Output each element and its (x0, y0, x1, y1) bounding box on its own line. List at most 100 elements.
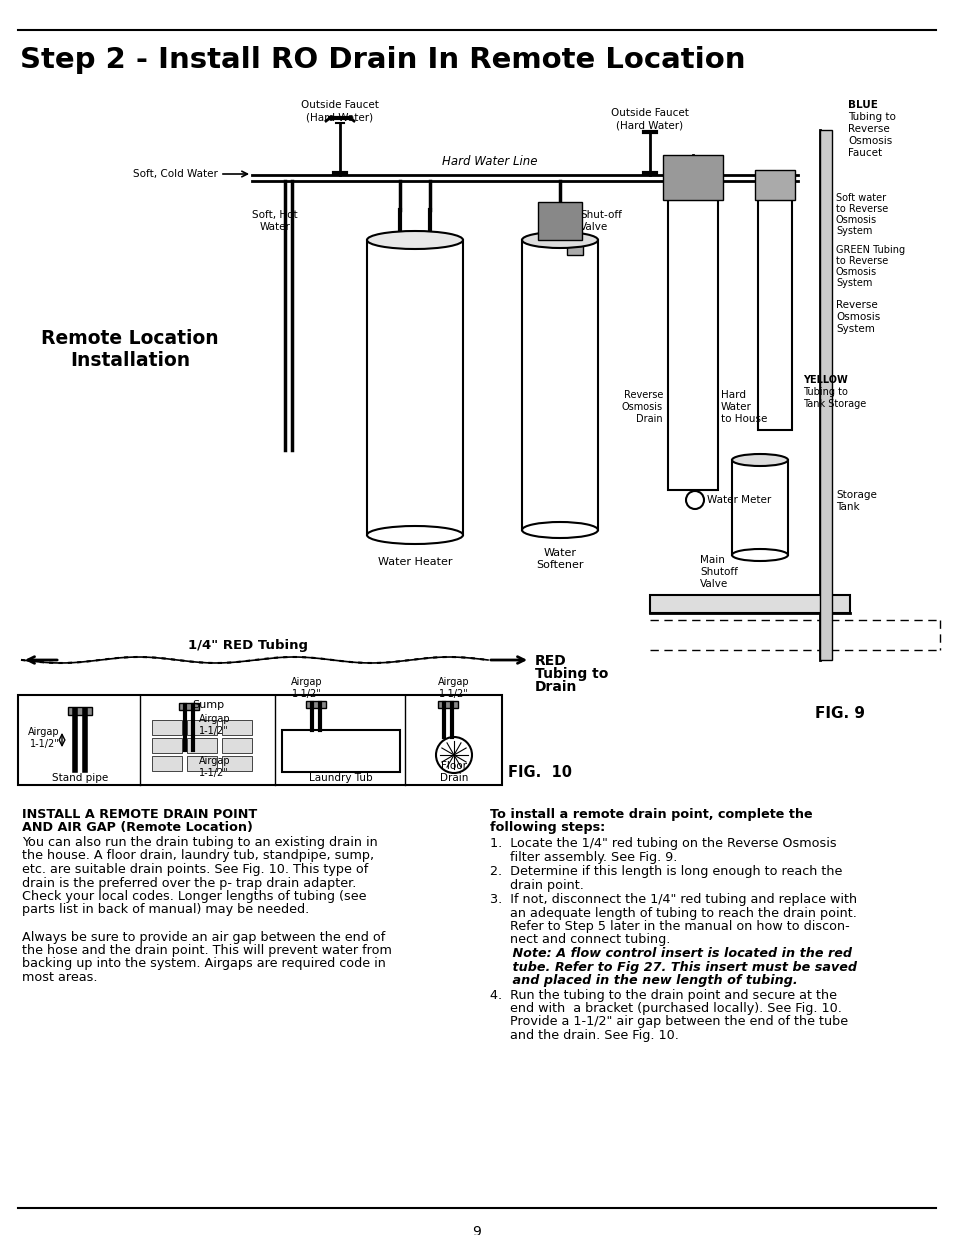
Text: Outside Faucet: Outside Faucet (301, 100, 378, 110)
Text: drain is the preferred over the p- trap drain adapter.: drain is the preferred over the p- trap … (22, 877, 356, 889)
Text: end with  a bracket (purchased locally). See Fig. 10.: end with a bracket (purchased locally). … (490, 1002, 841, 1015)
Bar (187, 720, 216, 735)
Text: an adequate length of tubing to reach the drain point.: an adequate length of tubing to reach th… (490, 906, 856, 920)
Text: Drain: Drain (535, 680, 577, 694)
Text: the house. A floor drain, laundry tub, standpipe, sump,: the house. A floor drain, laundry tub, s… (22, 850, 374, 862)
Text: Tubing to: Tubing to (535, 667, 608, 680)
Text: Faucet: Faucet (847, 148, 882, 158)
Bar (754, 170, 794, 200)
Text: Sump: Sump (192, 700, 224, 710)
Text: Osmosis: Osmosis (835, 312, 880, 322)
Text: following steps:: following steps: (490, 821, 604, 835)
Ellipse shape (367, 231, 462, 249)
Text: 9: 9 (472, 1225, 481, 1235)
Bar (820, 130, 831, 659)
Text: FIG.  10: FIG. 10 (507, 764, 572, 781)
Text: Airgap
1-1/2": Airgap 1-1/2" (199, 756, 231, 778)
Text: to Reverse: to Reverse (835, 256, 887, 266)
Text: Airgap
1-1/2": Airgap 1-1/2" (437, 678, 469, 699)
Text: RED: RED (535, 655, 566, 668)
Text: Remote Location
Installation: Remote Location Installation (41, 330, 218, 370)
Bar (662, 156, 722, 200)
Text: Tubing to: Tubing to (802, 387, 847, 396)
Text: Softener: Softener (536, 559, 583, 571)
Bar (731, 459, 787, 555)
Text: 2.  Determine if this length is long enough to reach the: 2. Determine if this length is long enou… (490, 864, 841, 878)
Text: Drain: Drain (636, 414, 662, 424)
Text: 4.  Run the tubing to the drain point and secure at the: 4. Run the tubing to the drain point and… (490, 988, 836, 1002)
Ellipse shape (521, 232, 598, 248)
Text: Reverse: Reverse (835, 300, 877, 310)
Text: Airgap
1-1/2": Airgap 1-1/2" (291, 678, 322, 699)
Text: Osmosis: Osmosis (847, 136, 891, 146)
Text: System: System (835, 324, 874, 333)
Text: backing up into the system. Airgaps are required code in: backing up into the system. Airgaps are … (22, 957, 385, 971)
Bar (18, 695, 501, 785)
Ellipse shape (367, 526, 462, 543)
Text: most areas.: most areas. (22, 971, 97, 984)
Ellipse shape (731, 454, 787, 466)
Text: Reverse: Reverse (847, 124, 889, 135)
Text: Hard: Hard (720, 390, 745, 400)
Ellipse shape (731, 550, 787, 561)
Bar (222, 739, 252, 753)
Text: Tank: Tank (835, 501, 859, 513)
Bar (68, 706, 91, 715)
Text: Airgap
1-1/2": Airgap 1-1/2" (29, 727, 60, 748)
Bar (437, 701, 457, 708)
Text: 1.  Locate the 1/4" red tubing on the Reverse Osmosis: 1. Locate the 1/4" red tubing on the Rev… (490, 837, 836, 850)
Bar (367, 240, 462, 535)
Bar (152, 720, 182, 735)
Bar (306, 701, 326, 708)
Text: and placed in the new length of tubing.: and placed in the new length of tubing. (490, 974, 797, 987)
Text: Water Meter: Water Meter (706, 495, 770, 505)
Text: Water: Water (720, 403, 751, 412)
Text: Hard Water Line: Hard Water Line (442, 156, 537, 168)
Bar (566, 235, 582, 254)
Text: Shutoff: Shutoff (700, 567, 737, 577)
Bar (537, 203, 581, 240)
Text: Floor
Drain: Floor Drain (439, 762, 468, 783)
Text: tube. Refer to Fig 27. This insert must be saved: tube. Refer to Fig 27. This insert must … (490, 961, 856, 973)
Text: Osmosis: Osmosis (835, 215, 876, 225)
Text: Valve: Valve (579, 222, 608, 232)
Text: drain point.: drain point. (490, 878, 583, 892)
Bar (222, 720, 252, 735)
Bar (152, 739, 182, 753)
Text: Water: Water (543, 548, 576, 558)
Bar (222, 756, 252, 771)
Text: YELLOW: YELLOW (802, 375, 847, 385)
Text: Soft, Hot
Water: Soft, Hot Water (252, 210, 297, 232)
Bar (187, 756, 216, 771)
Text: Stand pipe: Stand pipe (51, 773, 108, 783)
Text: INSTALL A REMOTE DRAIN POINT: INSTALL A REMOTE DRAIN POINT (22, 808, 257, 821)
Text: To install a remote drain point, complete the: To install a remote drain point, complet… (490, 808, 812, 821)
Text: (Hard Water): (Hard Water) (306, 112, 374, 122)
Bar (667, 200, 718, 490)
Text: (Hard Water): (Hard Water) (616, 120, 683, 130)
Bar (187, 739, 216, 753)
Text: Storage: Storage (835, 490, 876, 500)
Text: System: System (835, 278, 871, 288)
Text: You can also run the drain tubing to an existing drain in: You can also run the drain tubing to an … (22, 836, 377, 848)
Text: Provide a 1-1/2" air gap between the end of the tube: Provide a 1-1/2" air gap between the end… (490, 1015, 847, 1029)
Text: Check your local codes. Longer lengths of tubing (see: Check your local codes. Longer lengths o… (22, 890, 366, 903)
Text: System: System (835, 226, 871, 236)
Bar (152, 756, 182, 771)
Text: Airgap
1-1/2": Airgap 1-1/2" (199, 714, 231, 736)
Text: Valve: Valve (700, 579, 727, 589)
Text: 3.  If not, disconnect the 1/4" red tubing and replace with: 3. If not, disconnect the 1/4" red tubin… (490, 893, 856, 906)
Bar (179, 703, 199, 710)
Text: the hose and the drain point. This will prevent water from: the hose and the drain point. This will … (22, 944, 392, 957)
Text: Always be sure to provide an air gap between the end of: Always be sure to provide an air gap bet… (22, 930, 385, 944)
Text: 1/4" RED Tubing: 1/4" RED Tubing (188, 638, 308, 652)
Text: Soft water: Soft water (835, 193, 885, 203)
Bar (758, 200, 791, 430)
Text: Shut-off: Shut-off (579, 210, 621, 220)
Text: Osmosis: Osmosis (835, 267, 876, 277)
Ellipse shape (521, 522, 598, 538)
Text: Main: Main (700, 555, 724, 564)
Text: FIG. 9: FIG. 9 (814, 706, 864, 721)
Text: Note: A flow control insert is located in the red: Note: A flow control insert is located i… (490, 947, 851, 960)
Text: etc. are suitable drain points. See Fig. 10. This type of: etc. are suitable drain points. See Fig.… (22, 863, 368, 876)
